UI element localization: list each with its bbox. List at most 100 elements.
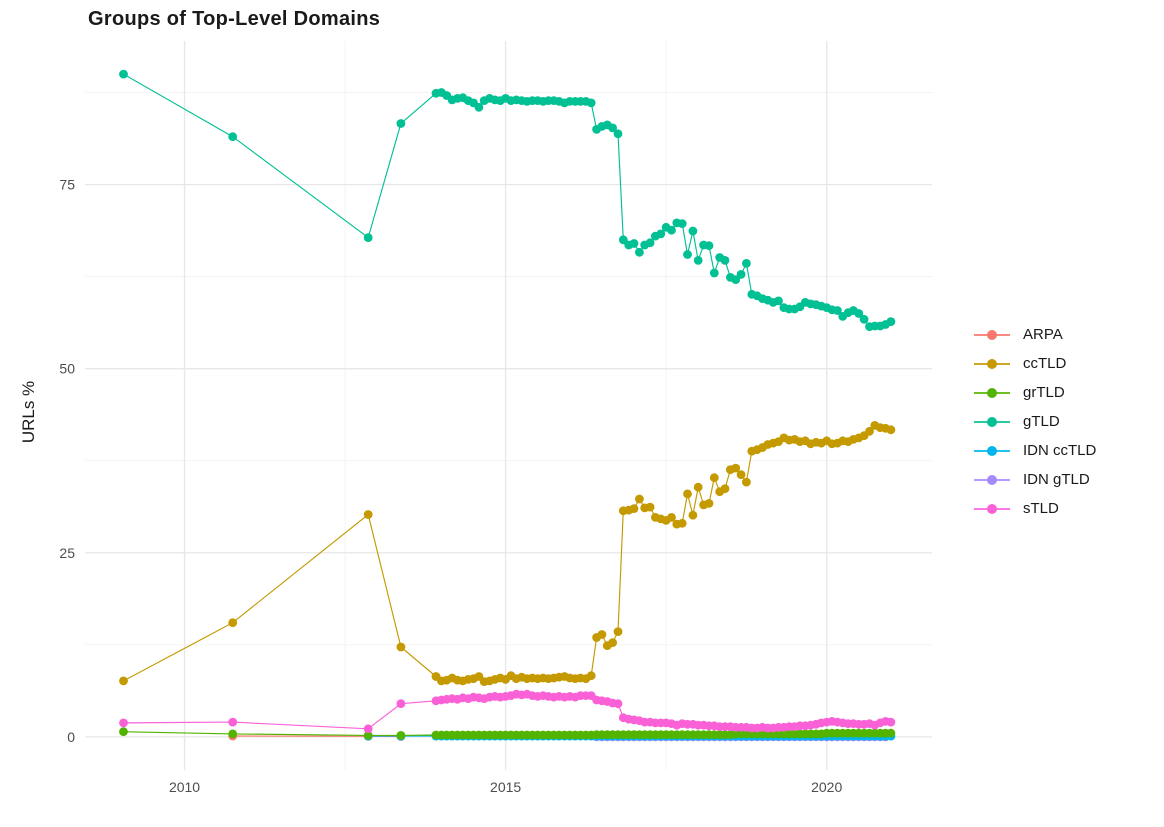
- data-point: [645, 238, 655, 248]
- chart-title: Groups of Top-Level Domains: [88, 8, 381, 30]
- data-point: [586, 98, 596, 108]
- data-point: [736, 470, 746, 480]
- data-point: [683, 250, 692, 259]
- data-series-layer: [119, 69, 896, 742]
- data-point: [586, 671, 596, 681]
- data-point: [677, 219, 687, 229]
- data-point: [645, 502, 655, 512]
- series-gtld: [119, 69, 896, 332]
- legend-label: IDN ccTLD: [1023, 442, 1097, 459]
- data-point: [228, 132, 238, 142]
- data-point: [704, 499, 714, 508]
- y-axis-title: URLs %: [19, 381, 38, 443]
- legend-label: ccTLD: [1023, 355, 1067, 372]
- gridlines-major: [85, 41, 932, 770]
- data-point: [629, 239, 639, 248]
- data-point: [742, 477, 751, 487]
- legend-label: IDN gTLD: [1023, 471, 1090, 488]
- data-point: [693, 256, 703, 265]
- legend: ARPA ccTLD grTLD gTLD IDN ccTLD IDN gTLD sTLD: [974, 320, 1096, 523]
- data-point: [613, 627, 623, 636]
- data-point: [363, 724, 373, 734]
- data-point: [667, 225, 676, 235]
- y-tick-label: 25: [59, 545, 75, 561]
- legend-label: ARPA: [1023, 326, 1063, 343]
- legend-key-icon: [974, 445, 1010, 457]
- legend-item-gtld: gTLD: [974, 407, 1096, 436]
- y-tick-label: 75: [59, 177, 75, 193]
- data-point: [736, 270, 746, 279]
- y-tick-label: 50: [59, 361, 75, 377]
- data-point: [720, 256, 730, 265]
- series-cctld: [119, 421, 896, 686]
- legend-item-cctld: ccTLD: [974, 349, 1096, 378]
- gridlines-minor: [85, 41, 932, 770]
- data-point: [613, 129, 623, 139]
- data-point: [396, 731, 406, 740]
- series-line: [123, 424, 892, 683]
- data-point: [886, 728, 896, 738]
- data-point: [635, 494, 644, 504]
- data-point: [228, 618, 238, 628]
- data-point: [474, 102, 484, 112]
- data-point: [629, 504, 639, 513]
- data-point: [119, 727, 128, 737]
- legend-item-stld: sTLD: [974, 494, 1096, 523]
- data-point: [396, 699, 406, 709]
- data-point: [656, 229, 666, 239]
- x-tick-label: 2010: [169, 779, 200, 795]
- data-point: [608, 123, 617, 133]
- data-point: [774, 296, 783, 306]
- data-point: [396, 642, 406, 652]
- data-point: [613, 699, 623, 709]
- data-point: [363, 233, 373, 243]
- legend-label: sTLD: [1023, 500, 1059, 517]
- data-point: [608, 638, 617, 647]
- data-point: [635, 247, 644, 257]
- data-point: [667, 513, 676, 522]
- legend-key-icon: [974, 358, 1010, 370]
- legend-key-icon: [974, 329, 1010, 341]
- data-point: [677, 518, 687, 528]
- data-point: [119, 718, 128, 728]
- data-point: [119, 676, 128, 686]
- legend-label: grTLD: [1023, 384, 1065, 401]
- legend-item-grtld: grTLD: [974, 378, 1096, 407]
- series-grtld: [119, 727, 896, 740]
- legend-item-idn-cctld: IDN ccTLD: [974, 436, 1096, 465]
- data-point: [731, 463, 741, 473]
- data-point: [688, 226, 698, 236]
- series-line: [123, 73, 892, 328]
- data-point: [859, 314, 869, 324]
- data-point: [709, 268, 719, 278]
- legend-key-icon: [974, 474, 1010, 486]
- data-point: [886, 717, 896, 727]
- legend-key-icon: [974, 503, 1010, 515]
- data-point: [865, 426, 874, 436]
- data-point: [886, 317, 896, 326]
- data-point: [688, 510, 698, 520]
- x-tick-label: 2020: [811, 779, 842, 795]
- data-point: [597, 630, 607, 639]
- data-point: [119, 69, 128, 79]
- axis-tick-labels: 0 25 50 75 2010 2015 2020: [59, 177, 842, 795]
- data-point: [228, 729, 238, 739]
- legend-item-idn-gtld: IDN gTLD: [974, 465, 1096, 494]
- legend-item-arpa: ARPA: [974, 320, 1096, 349]
- legend-key-icon: [974, 416, 1010, 428]
- data-point: [363, 731, 373, 740]
- data-point: [683, 489, 692, 499]
- series-stld: [119, 689, 896, 734]
- legend-label: gTLD: [1023, 413, 1060, 430]
- data-point: [833, 306, 842, 315]
- data-point: [854, 309, 864, 318]
- data-point: [704, 241, 714, 251]
- data-point: [709, 473, 719, 483]
- data-point: [886, 425, 896, 435]
- data-point: [720, 484, 730, 494]
- data-point: [396, 119, 406, 128]
- data-point: [228, 717, 238, 727]
- legend-key-icon: [974, 387, 1010, 399]
